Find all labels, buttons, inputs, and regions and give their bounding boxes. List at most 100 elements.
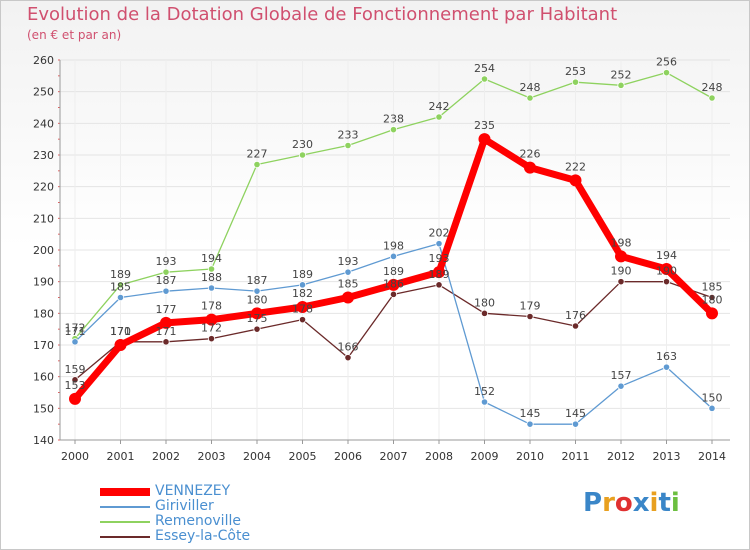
data-point (71, 376, 79, 384)
data-point (298, 151, 307, 159)
data-point (708, 94, 716, 102)
data-point (116, 293, 125, 302)
chart-subtitle: (en € et par an) (27, 28, 122, 42)
data-label: 150 (702, 391, 723, 404)
data-point (480, 309, 489, 317)
data-label: 233 (338, 129, 359, 142)
data-point (615, 250, 627, 263)
x-tick-label: 2013 (653, 450, 681, 463)
data-point (569, 174, 582, 187)
legend-swatch (100, 506, 150, 508)
data-label: 194 (656, 249, 677, 262)
data-label: 178 (292, 303, 313, 316)
data-label: 190 (656, 265, 677, 278)
data-point (253, 325, 261, 333)
data-label: 185 (702, 281, 723, 294)
data-label: 248 (520, 81, 541, 94)
data-label: 193 (338, 255, 359, 268)
x-tick-label: 2011 (562, 450, 590, 463)
y-tick-label: 260 (33, 54, 54, 67)
data-label: 153 (65, 379, 86, 392)
data-label: 253 (565, 65, 586, 78)
data-label: 188 (201, 271, 222, 284)
data-point (253, 287, 261, 295)
data-point (71, 338, 79, 346)
y-tick-label: 230 (33, 149, 54, 162)
data-label: 171 (110, 325, 131, 338)
data-point (389, 252, 398, 260)
x-tick-label: 2008 (425, 450, 453, 463)
data-label: 198 (383, 239, 404, 252)
y-tick-label: 140 (33, 434, 54, 447)
data-point (69, 392, 81, 405)
data-label: 145 (520, 407, 541, 420)
data-label: 145 (565, 407, 586, 420)
data-point (205, 313, 218, 326)
x-tick-label: 2001 (107, 450, 135, 463)
data-label: 194 (201, 252, 222, 265)
data-point (389, 290, 398, 298)
data-point (662, 69, 671, 77)
data-label: 182 (292, 287, 313, 300)
data-label: 235 (474, 119, 495, 132)
x-tick-label: 2005 (289, 450, 317, 463)
data-label: 202 (429, 227, 450, 240)
data-point (480, 75, 489, 83)
data-label: 159 (65, 363, 86, 376)
data-label: 172 (65, 322, 86, 335)
data-point (387, 278, 400, 291)
legend-label: VENNEZEY (155, 483, 231, 499)
y-tick-label: 240 (33, 117, 54, 130)
data-point (617, 382, 625, 390)
legend-label: Remenoville (155, 513, 241, 529)
data-point (160, 316, 172, 329)
logo-letter: P (583, 488, 603, 518)
data-point (162, 287, 170, 295)
data-label: 176 (565, 309, 586, 322)
data-label: 177 (156, 303, 177, 316)
y-tick-label: 220 (33, 181, 54, 194)
data-point (207, 335, 216, 343)
data-label: 198 (611, 236, 632, 249)
data-point (251, 307, 263, 320)
data-label: 187 (156, 274, 177, 287)
data-point (571, 322, 580, 330)
x-tick-label: 2003 (198, 450, 226, 463)
y-tick-label: 210 (33, 212, 54, 225)
data-label: 180 (247, 293, 268, 306)
y-tick-label: 200 (33, 244, 54, 257)
logo-letter: o (614, 488, 633, 518)
data-label: 189 (383, 265, 404, 278)
y-tick-label: 160 (33, 371, 54, 384)
data-point (296, 301, 309, 313)
data-point (435, 113, 443, 121)
data-point (526, 94, 534, 102)
data-label: 186 (383, 277, 404, 290)
data-point (207, 265, 216, 273)
data-point (433, 266, 445, 279)
data-point (708, 293, 716, 302)
legend-label: Essey-la-Côte (155, 528, 251, 544)
data-point (662, 278, 671, 286)
logo-letter: x (632, 488, 650, 518)
data-label: 252 (611, 68, 632, 81)
data-label: 193 (429, 252, 450, 265)
x-tick-label: 2002 (152, 450, 180, 463)
data-point (571, 420, 580, 428)
legend-label: Giriviller (155, 498, 214, 514)
data-label: 256 (656, 56, 677, 69)
x-tick-label: 2000 (61, 450, 89, 463)
data-label: 248 (702, 81, 723, 94)
logo-letter: t (658, 488, 671, 518)
data-label: 189 (292, 268, 313, 281)
data-label: 222 (565, 160, 586, 173)
data-point (524, 161, 536, 174)
data-label: 171 (156, 325, 177, 338)
x-tick-label: 2007 (380, 450, 408, 463)
data-point (298, 281, 307, 289)
data-point (344, 354, 352, 362)
data-point (162, 268, 170, 276)
data-label: 152 (474, 385, 495, 398)
